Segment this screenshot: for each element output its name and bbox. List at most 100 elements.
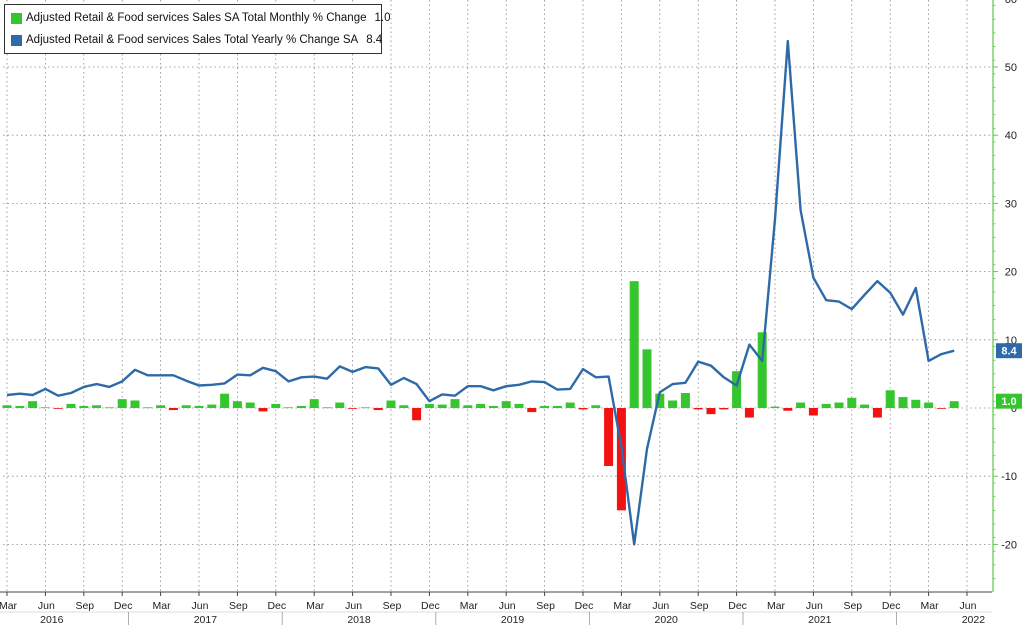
monthly-change-bar [616,408,626,511]
monthly-change-bar [207,404,217,408]
monthly-change-bar [181,405,191,408]
x-tick-label: Sep [383,600,402,612]
monthly-change-bar [117,399,127,408]
x-tick-label: Dec [267,600,286,612]
monthly-change-bar [66,403,76,408]
monthly-change-bar [309,399,319,408]
monthly-change-bar [2,405,12,408]
x-tick-label: Mar [613,600,632,612]
monthly-change-bar [834,402,844,408]
yearly-change-line [6,39,955,546]
x-tick-label: Sep [843,600,862,612]
monthly-change-bar [450,399,460,408]
x-tick-label: Sep [229,600,248,612]
x-tick-label: Dec [882,600,901,612]
x-year-label: 2019 [501,614,525,625]
monthly-change-bar [386,400,396,408]
monthly-change-bar [348,408,358,409]
x-tick-label: Dec [421,600,440,612]
badge-yearly-last-value-bg [996,343,1022,359]
monthly-change-bar [156,405,166,408]
monthly-change-bar [680,392,690,408]
monthly-change-bar [885,390,895,408]
x-year-label: 2022 [962,614,986,625]
monthly-change-bar [732,371,742,408]
badge-monthly-last-value-bg [996,393,1022,409]
x-tick-label: Mar [921,600,940,612]
legend-value-yearly: 8.4 [366,34,383,46]
x-tick-label: Jun [345,600,362,612]
x-tick-label: Sep [536,600,555,612]
x-tick-label: Dec [728,600,747,612]
monthly-change-bar [194,405,204,408]
grid-lines [3,0,992,592]
monthly-change-bar [296,405,306,408]
x-axis: Mar Jun Sep Dec Mar Jun Sep Dec Mar Jun Sep Dec Mar J… [0,591,992,625]
y-tick-label: 50 [1005,62,1017,74]
legend-entry-monthly: Adjusted Retail & Food services Sales SA… [11,7,391,29]
monthly-change-bar [578,408,588,410]
badge-monthly-last-value-text: 1.0 [1001,396,1016,408]
monthly-change-bar [463,405,473,408]
monthly-change-bar [92,405,102,408]
monthly-change-bar [898,397,908,408]
legend-label-yearly: Adjusted Retail & Food services Sales To… [26,34,359,46]
monthly-change-bar [604,408,614,466]
monthly-change-bar [412,408,422,421]
monthly-change-bar [949,401,959,408]
monthly-change-bar [40,407,50,409]
legend-swatch-monthly [11,12,22,24]
x-tick-label: Mar [0,600,18,612]
monthly-change-bar [488,405,498,408]
x-tick-label: Sep [75,600,94,612]
badge-yearly-last-value-text: 8.4 [1001,346,1017,358]
monthly-change-bar [936,408,946,409]
y-tick-label: 0 [1011,403,1017,415]
monthly-change-bar [655,393,665,408]
x-tick-label: Dec [575,600,594,612]
x-tick-label: Mar [306,600,325,612]
monthly-change-bar [591,405,601,408]
monthly-change-bar [527,408,537,413]
legend-entry-yearly: Adjusted Retail & Food services Sales To… [11,29,382,51]
monthly-change-bar [808,408,818,416]
x-year-label: 2017 [194,614,218,625]
monthly-change-bar [770,406,780,408]
y-tick-label: -10 [1001,471,1017,483]
monthly-change-bar [15,405,25,408]
monthly-change-bar [335,402,345,408]
monthly-change-bar [706,408,716,415]
monthly-change-bar [924,402,934,408]
x-tick-label: Jun [960,600,977,612]
monthly-change-bar [668,400,678,408]
x-year-label: 2020 [655,614,679,625]
legend-swatch-yearly [11,34,22,46]
monthly-change-bar [501,401,511,408]
monthly-change-bar [28,401,38,408]
x-tick-label: Jun [652,600,669,612]
y-tick-label: 30 [1005,198,1017,210]
y-tick-label: -20 [1001,539,1017,551]
monthly-change-bar [783,408,793,411]
monthly-change-bar [284,407,294,409]
x-tick-label: Dec [114,600,133,612]
monthly-change-bar [540,405,550,408]
monthly-change-bar [860,404,870,408]
monthly-change-bar [79,405,89,408]
monthly-change-bar [796,402,806,408]
x-tick-label: Jun [806,600,823,612]
monthly-change-bar [552,405,562,408]
last-value-badges: 8.4 1.0 [996,343,1022,409]
monthly-change-bar [476,403,486,408]
monthly-change-bar [872,408,882,418]
monthly-change-bar [911,399,921,408]
monthly-change-bar [437,404,447,408]
x-tick-label: Jun [38,600,55,612]
monthly-change-bar [757,332,767,408]
monthly-change-bar [565,402,575,408]
chart-legend: Adjusted Retail & Food services Sales SA… [4,4,391,54]
monthly-change-bar [130,400,140,408]
monthly-change-bar [271,403,281,408]
monthly-change-bar [719,408,729,410]
